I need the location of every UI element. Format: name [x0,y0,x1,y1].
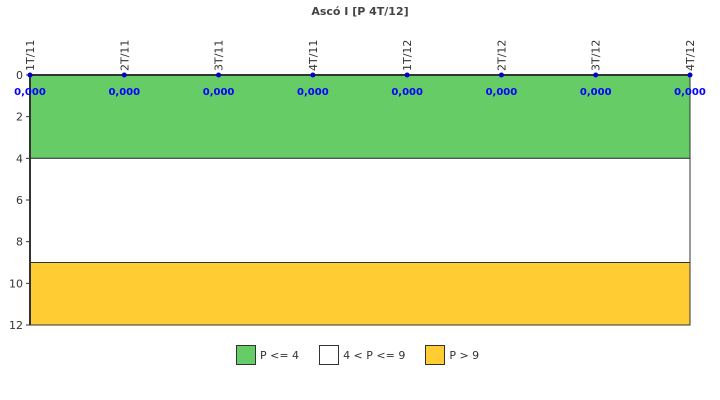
x-tick-label: 3T/11 [213,40,226,71]
data-label: 0,000 [391,87,423,98]
data-point [498,72,504,78]
y-tick-label: 6 [16,194,23,207]
y-tick-label: 0 [16,69,23,82]
legend-item: P <= 4 [236,345,299,365]
band [29,157,691,263]
data-label: 0,000 [674,87,706,98]
data-point [310,72,316,78]
legend-label: P <= 4 [260,348,300,362]
data-label: 0,000 [580,87,612,98]
x-tick-label: 4T/11 [307,40,320,71]
data-label: 0,000 [108,87,140,98]
data-point [593,72,599,78]
x-tick-label: 1T/11 [24,40,37,71]
data-point [121,72,127,78]
legend-item: P > 9 [425,345,479,365]
legend-item: 4 < P <= 9 [319,345,405,365]
legend-swatch [425,345,446,365]
data-label: 0,000 [297,87,329,98]
legend-label: 4 < P <= 9 [343,348,406,362]
legend: P <= 4 4 < P <= 9 P > 9 [236,345,479,365]
data-point [216,72,222,78]
data-label: 0,000 [486,87,518,98]
x-tick-label: 3T/12 [590,40,603,71]
data-point [687,72,693,78]
y-tick-label: 12 [9,319,23,332]
x-tick-label: 2T/11 [118,40,131,71]
y-tick-label: 10 [9,277,23,290]
data-label: 0,000 [203,87,235,98]
data-point [27,72,33,78]
data-point [404,72,410,78]
legend-swatch [236,345,256,365]
y-tick-label: 2 [16,111,23,124]
band [29,262,691,326]
legend-label: P > 9 [449,348,480,362]
x-tick-label: 4T/12 [684,40,697,71]
y-tick-label: 8 [16,236,23,249]
x-tick-label: 1T/12 [401,40,414,71]
data-label: 0,000 [14,87,46,98]
x-tick-label: 2T/12 [495,40,508,71]
y-tick-label: 4 [16,152,23,165]
band [29,74,691,159]
chart-title: Ascó I [P 4T/12] [311,5,408,18]
legend-swatch [319,345,340,365]
